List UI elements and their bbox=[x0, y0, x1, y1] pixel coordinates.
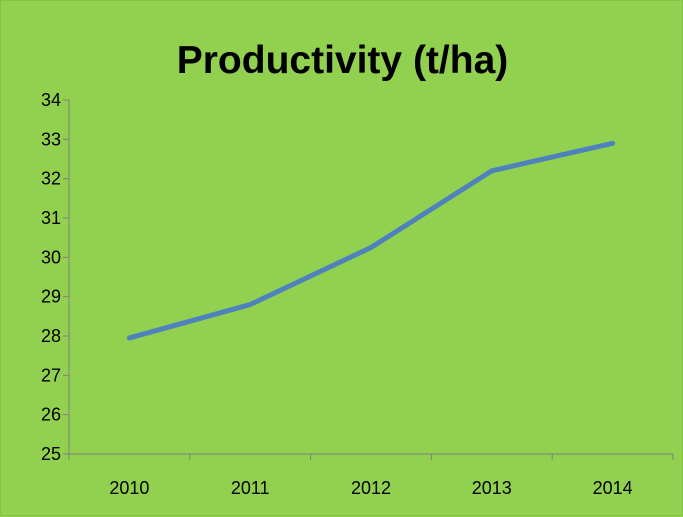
x-tick-label: 2011 bbox=[231, 478, 270, 498]
x-tick-label: 2013 bbox=[472, 478, 512, 498]
x-tick-label: 2010 bbox=[109, 478, 149, 498]
x-tick-label: 2014 bbox=[593, 478, 633, 498]
y-tick-label: 32 bbox=[41, 169, 61, 189]
y-tick-label: 27 bbox=[41, 365, 61, 385]
y-tick-label: 26 bbox=[41, 405, 61, 425]
series-line bbox=[129, 143, 612, 338]
y-tick-label: 29 bbox=[41, 287, 61, 307]
y-tick-label: 30 bbox=[41, 247, 61, 267]
y-tick-label: 31 bbox=[41, 208, 61, 228]
y-tick-label: 25 bbox=[41, 444, 61, 464]
x-tick-label: 2012 bbox=[351, 478, 391, 498]
y-tick-label: 34 bbox=[41, 90, 61, 110]
y-tick-label: 28 bbox=[41, 326, 61, 346]
y-tick-label: 33 bbox=[41, 129, 61, 149]
